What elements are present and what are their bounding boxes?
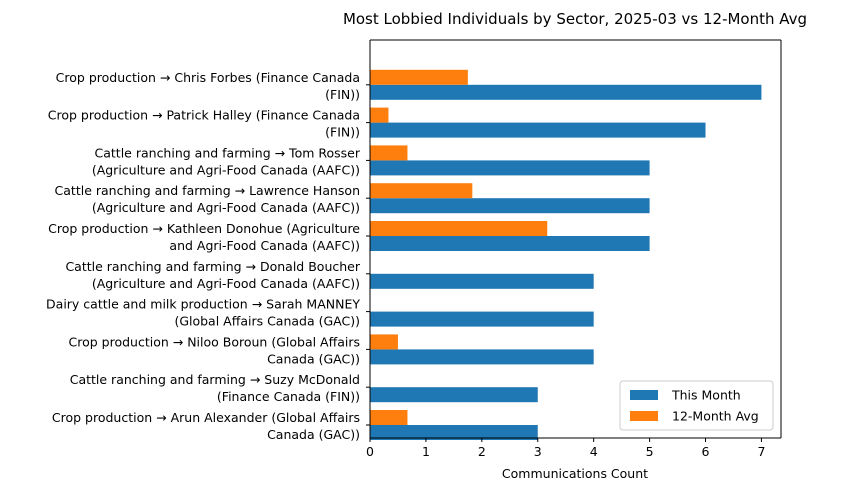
- y-tick-label-line: Cattle ranching and farming → Lawrence H…: [55, 183, 360, 198]
- y-tick-label-line: Crop production → Chris Forbes (Finance …: [56, 70, 360, 85]
- y-tick-label-line: (Global Affairs Canada (GAC)): [174, 314, 360, 329]
- bar-twelve-month-avg-3: [370, 183, 473, 199]
- x-axis-label: Communications Count: [502, 466, 648, 481]
- bar-this-month-2: [370, 160, 650, 176]
- bar-this-month-6: [370, 311, 594, 327]
- y-tick-label-5: Cattle ranching and farming → Donald Bou…: [65, 259, 360, 291]
- legend-swatch-twelve-month-avg: [630, 411, 658, 421]
- y-tick-label-line: (Agriculture and Agri-Food Canada (AAFC)…: [92, 276, 360, 291]
- chart-title: Most Lobbied Individuals by Sector, 2025…: [343, 10, 807, 28]
- y-tick-label-line: (Agriculture and Agri-Food Canada (AAFC)…: [92, 200, 360, 215]
- bar-twelve-month-avg-1: [370, 107, 389, 123]
- plot-area: 0 1 2 3 4 5 6 7 Crop production → Chris Forbes (…: [46, 39, 782, 459]
- y-tick-label-6: Dairy cattle and milk production → Sarah…: [46, 297, 360, 329]
- y-tick-label-line: and Agri-Food Canada (AAFC)): [169, 238, 360, 253]
- bar-this-month-3: [370, 198, 650, 214]
- y-tick-label-8: Cattle ranching and farming → Suzy McDon…: [70, 372, 360, 404]
- bar-twelve-month-avg-2: [370, 145, 408, 161]
- bar-this-month-9: [370, 425, 538, 440]
- y-tick-label-line: (FIN)): [325, 87, 360, 102]
- x-tick-label-3: 3: [534, 444, 542, 459]
- bar-this-month-7: [370, 349, 594, 365]
- y-tick-label-line: Dairy cattle and milk production → Sarah…: [46, 297, 360, 312]
- bar-twelve-month-avg-4: [370, 221, 548, 236]
- legend-label-this-month: This Month: [671, 388, 741, 403]
- bar-this-month-4: [370, 236, 650, 251]
- y-tick-label-4: Crop production → Kathleen Donohue (Agri…: [48, 221, 360, 253]
- y-tick-label-line: Crop production → Arun Alexander (Global…: [52, 410, 360, 425]
- bar-twelve-month-avg-7: [370, 334, 398, 350]
- y-tick-label-line: (Agriculture and Agri-Food Canada (AAFC)…: [92, 162, 360, 177]
- x-tick-label-7: 7: [757, 444, 765, 459]
- bar-this-month-1: [370, 122, 706, 138]
- y-tick-label-1: Crop production → Patrick Halley (Financ…: [48, 108, 360, 140]
- y-tick-label-line: Crop production → Kathleen Donohue (Agri…: [48, 221, 360, 236]
- y-tick-label-line: Canada (GAC)): [267, 351, 360, 366]
- y-tick-label-0: Crop production → Chris Forbes (Finance …: [56, 70, 360, 102]
- legend-swatch-this-month: [630, 390, 658, 400]
- x-tick-label-4: 4: [590, 444, 598, 459]
- y-tick-label-line: Cattle ranching and farming → Tom Rosser: [95, 145, 361, 160]
- y-tick-label-2: Cattle ranching and farming → Tom Rosser…: [92, 145, 361, 177]
- y-tick-label-line: Crop production → Patrick Halley (Financ…: [48, 108, 360, 123]
- bar-twelve-month-avg-9: [370, 410, 408, 425]
- bar-this-month-8: [370, 387, 538, 403]
- x-tick-label-1: 1: [422, 444, 430, 459]
- x-tick-label-0: 0: [366, 444, 374, 459]
- legend: This Month 12-Month Avg: [619, 380, 774, 431]
- y-tick-label-line: (Finance Canada (FIN)): [217, 389, 360, 404]
- y-tick-label-line: Cattle ranching and farming → Donald Bou…: [65, 259, 360, 274]
- y-tick-label-7: Crop production → Niloo Boroun (Global A…: [69, 334, 360, 366]
- y-tick-label-line: Crop production → Niloo Boroun (Global A…: [69, 334, 360, 349]
- x-tick-label-5: 5: [646, 444, 654, 459]
- legend-label-twelve-month-avg: 12-Month Avg: [672, 409, 759, 424]
- y-tick-label-9: Crop production → Arun Alexander (Global…: [52, 410, 360, 442]
- y-tick-label-line: Canada (GAC)): [267, 427, 360, 442]
- x-tick-label-2: 2: [478, 444, 486, 459]
- y-tick-label-3: Cattle ranching and farming → Lawrence H…: [55, 183, 360, 215]
- bar-this-month-5: [370, 273, 594, 289]
- bar-twelve-month-avg-0: [370, 69, 468, 85]
- bar-this-month-0: [370, 84, 762, 100]
- x-tick-label-6: 6: [702, 444, 710, 459]
- y-tick-label-line: (FIN)): [325, 125, 360, 140]
- legend-frame: [619, 380, 774, 431]
- y-tick-label-line: Cattle ranching and farming → Suzy McDon…: [70, 372, 360, 387]
